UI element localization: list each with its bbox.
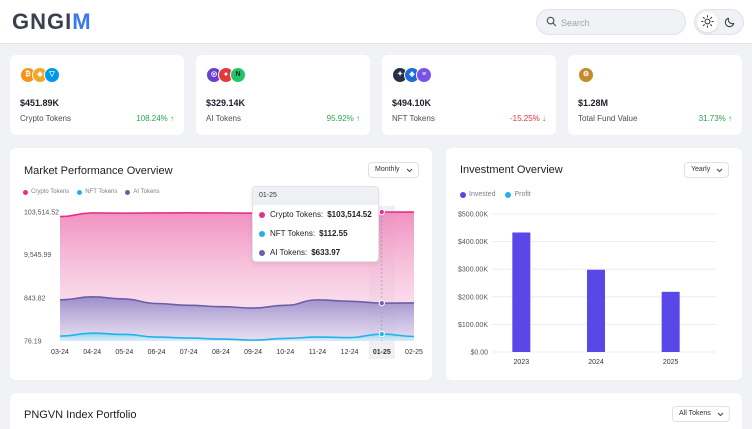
card-value: $1.28M [578, 98, 609, 108]
brand-logo[interactable]: GNGIM [12, 9, 92, 34]
theme-toggle[interactable] [694, 9, 744, 35]
tooltip-row-ai: AI Tokens: $633.97 [253, 243, 378, 261]
card-label: Crypto Tokens [20, 114, 71, 123]
card-value: $451.89K [20, 98, 60, 108]
tooltip-row-crypto: Crypto Tokens: $103,514.52 [253, 205, 378, 224]
arrow-up-icon: ↑ [356, 114, 360, 123]
light-mode-button[interactable] [697, 12, 718, 32]
sun-icon [701, 15, 714, 28]
arrow-down-icon: ↓ [542, 114, 546, 123]
stat-card-ai[interactable]: ◎ ● N $329.14K AI Tokens 95.92% ↑ [196, 55, 370, 135]
chart-tooltip: 01-25 Crypto Tokens: $103,514.52 NFT Toke… [252, 186, 379, 262]
legend-item-ai[interactable]: AI Tokens [125, 189, 160, 195]
stat-card-total[interactable]: ⚙ $1.28M Total Fund Value 31.73% ↑ [568, 55, 742, 135]
chart-legend: Crypto Tokens NFT Tokens AI Tokens [23, 189, 160, 195]
period-dropdown[interactable]: Monthly [368, 162, 419, 178]
search-input[interactable] [561, 14, 679, 31]
card-value: $329.14K [206, 98, 246, 108]
chevron-down-icon [717, 412, 724, 417]
card-change: 108.24% ↑ [136, 114, 174, 123]
legend-item-profit[interactable]: Profit [505, 191, 531, 198]
card-label: AI Tokens [206, 114, 241, 123]
ai-coin-icon: N [230, 67, 246, 83]
moon-icon [724, 17, 735, 28]
card-change: -15.25% ↓ [509, 114, 546, 123]
card-change: 31.73% ↑ [698, 114, 732, 123]
nft-coin-icon: ≡ [416, 67, 432, 83]
card-label: Total Fund Value [578, 114, 638, 123]
ton-icon: ▽ [44, 67, 60, 83]
search-icon [546, 16, 557, 27]
arrow-up-icon: ↑ [170, 114, 174, 123]
legend-item-crypto[interactable]: Crypto Tokens [23, 189, 69, 195]
chevron-down-icon [406, 168, 412, 173]
tooltip-row-nft: NFT Tokens: $112.55 [253, 224, 378, 243]
legend-item-invested[interactable]: Invested [460, 191, 495, 198]
legend-item-nft[interactable]: NFT Tokens [77, 189, 117, 195]
top-bar: GNGIM [0, 0, 752, 44]
search-box[interactable] [536, 9, 686, 35]
market-performance-panel: Market Performance Overview Monthly Cryp… [10, 148, 432, 380]
panel-title: PNGVN Index Portfolio [24, 409, 137, 421]
panel-title: Investment Overview [460, 164, 563, 176]
period-dropdown[interactable]: Yearly [684, 162, 730, 178]
stat-card-nft[interactable]: ✦ ◈ ≡ $494.10K NFT Tokens -15.25% ↓ [382, 55, 556, 135]
card-value: $494.10K [392, 98, 432, 108]
tooltip-header: 01-25 [253, 187, 378, 205]
panel-title: Market Performance Overview [24, 165, 173, 177]
dark-mode-button[interactable] [720, 12, 741, 32]
portfolio-panel: PNGVN Index Portfolio All Tokens [10, 393, 742, 429]
chevron-down-icon [716, 168, 723, 173]
stat-card-crypto[interactable]: ₿ ◆ ▽ $451.89K Crypto Tokens 108.24% ↑ [10, 55, 184, 135]
card-change: 95.92% ↑ [326, 114, 360, 123]
card-label: NFT Tokens [392, 114, 435, 123]
fund-coin-icon: ⚙ [578, 67, 594, 83]
token-filter-dropdown[interactable]: All Tokens [672, 406, 730, 422]
arrow-up-icon: ↑ [728, 114, 732, 123]
investment-overview-panel: Investment Overview Yearly Invested Prof… [446, 148, 742, 380]
chart-legend: Invested Profit [460, 191, 531, 198]
